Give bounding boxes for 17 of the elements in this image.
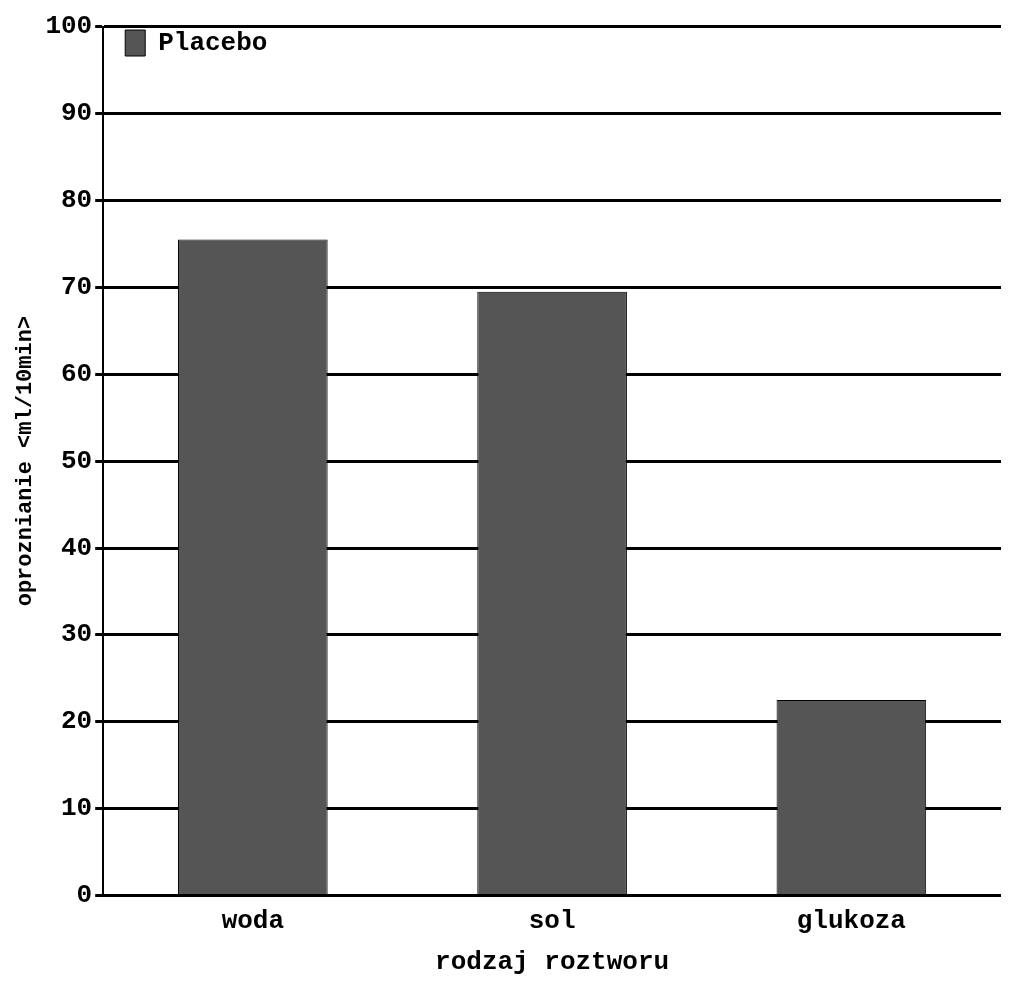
x-tick-label: woda: [221, 905, 285, 936]
y-tick-label: 50: [60, 445, 93, 476]
legend-label: Placebo: [158, 27, 268, 58]
y-tick-label: 20: [60, 706, 93, 737]
y-tick-label: 60: [60, 358, 93, 389]
y-axis-title: oproznianie <ml/10min>: [12, 315, 38, 607]
y-tick-label: 70: [60, 271, 93, 302]
y-tick-label: 40: [60, 532, 93, 563]
x-tick-label: glukoza: [796, 905, 906, 936]
x-tick-label: sol: [528, 905, 576, 936]
y-tick-label: 0: [76, 880, 93, 911]
y-tick-label: 80: [60, 184, 93, 215]
y-tick-label: 90: [60, 98, 93, 129]
y-tick-label: 10: [60, 793, 93, 824]
y-tick-label: 100: [45, 11, 93, 42]
y-tick-label: 30: [60, 619, 93, 650]
x-axis-title: rodzaj roztworu: [435, 946, 670, 977]
